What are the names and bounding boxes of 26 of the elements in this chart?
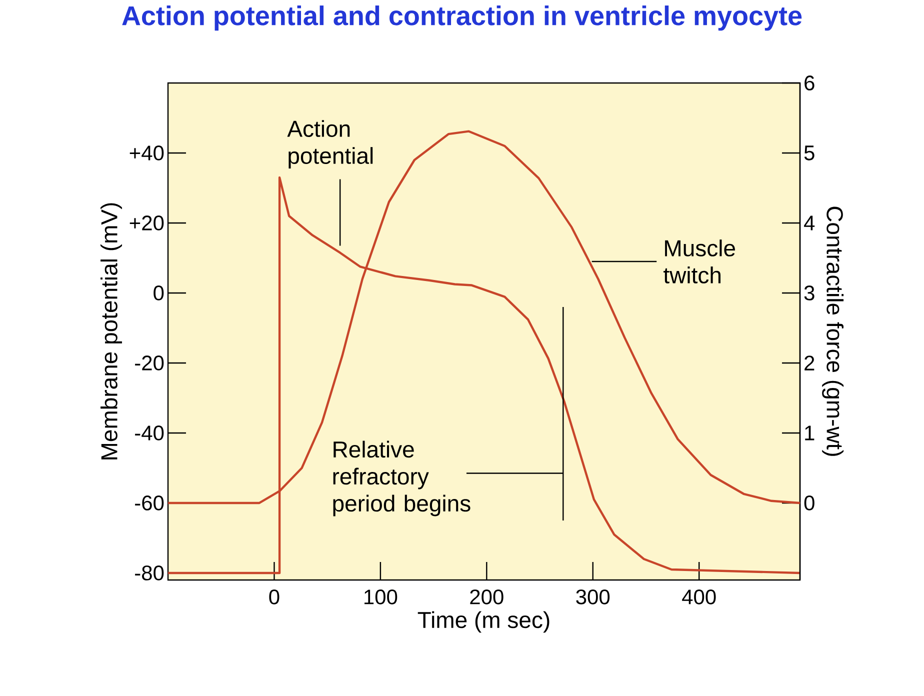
y2-tick-label: 6 xyxy=(804,76,814,90)
y2-tick-label: 0 xyxy=(804,496,814,510)
annotation: Action potential xyxy=(287,120,373,169)
y2-axis-title: Contractile force (gm-wt) xyxy=(822,206,844,456)
ref-line-label: Relative refractory period begins xyxy=(333,440,470,516)
y-tick-label: -40 xyxy=(135,426,164,440)
y2-tick-label: 2 xyxy=(804,356,814,370)
y-axis-title: Membrane potential (mV) xyxy=(100,203,122,460)
y2-tick-label: 5 xyxy=(804,146,814,160)
x-tick-label: 200 xyxy=(470,590,504,604)
y-tick-label: -80 xyxy=(135,566,164,580)
y2-tick-label: 3 xyxy=(804,286,814,300)
y-tick-label: +20 xyxy=(130,216,164,230)
x-tick-label: 400 xyxy=(682,590,716,604)
x-tick-label: 0 xyxy=(269,590,280,604)
annotation: Muscle twitch xyxy=(664,240,736,284)
y2-tick-label: 4 xyxy=(804,216,815,230)
x-tick-label: 300 xyxy=(576,590,610,604)
y-tick-label: +40 xyxy=(130,146,164,160)
x-tick-label: 100 xyxy=(364,590,398,604)
y-tick-label: 0 xyxy=(154,286,164,300)
y-tick-label: -60 xyxy=(135,496,164,510)
chart-title: Action potential and contraction in ventricle myocyte xyxy=(122,6,802,31)
y-tick-label: -20 xyxy=(135,356,164,370)
y2-tick-label: 1 xyxy=(805,426,814,440)
x-axis-title: Time (m sec) xyxy=(418,611,550,633)
